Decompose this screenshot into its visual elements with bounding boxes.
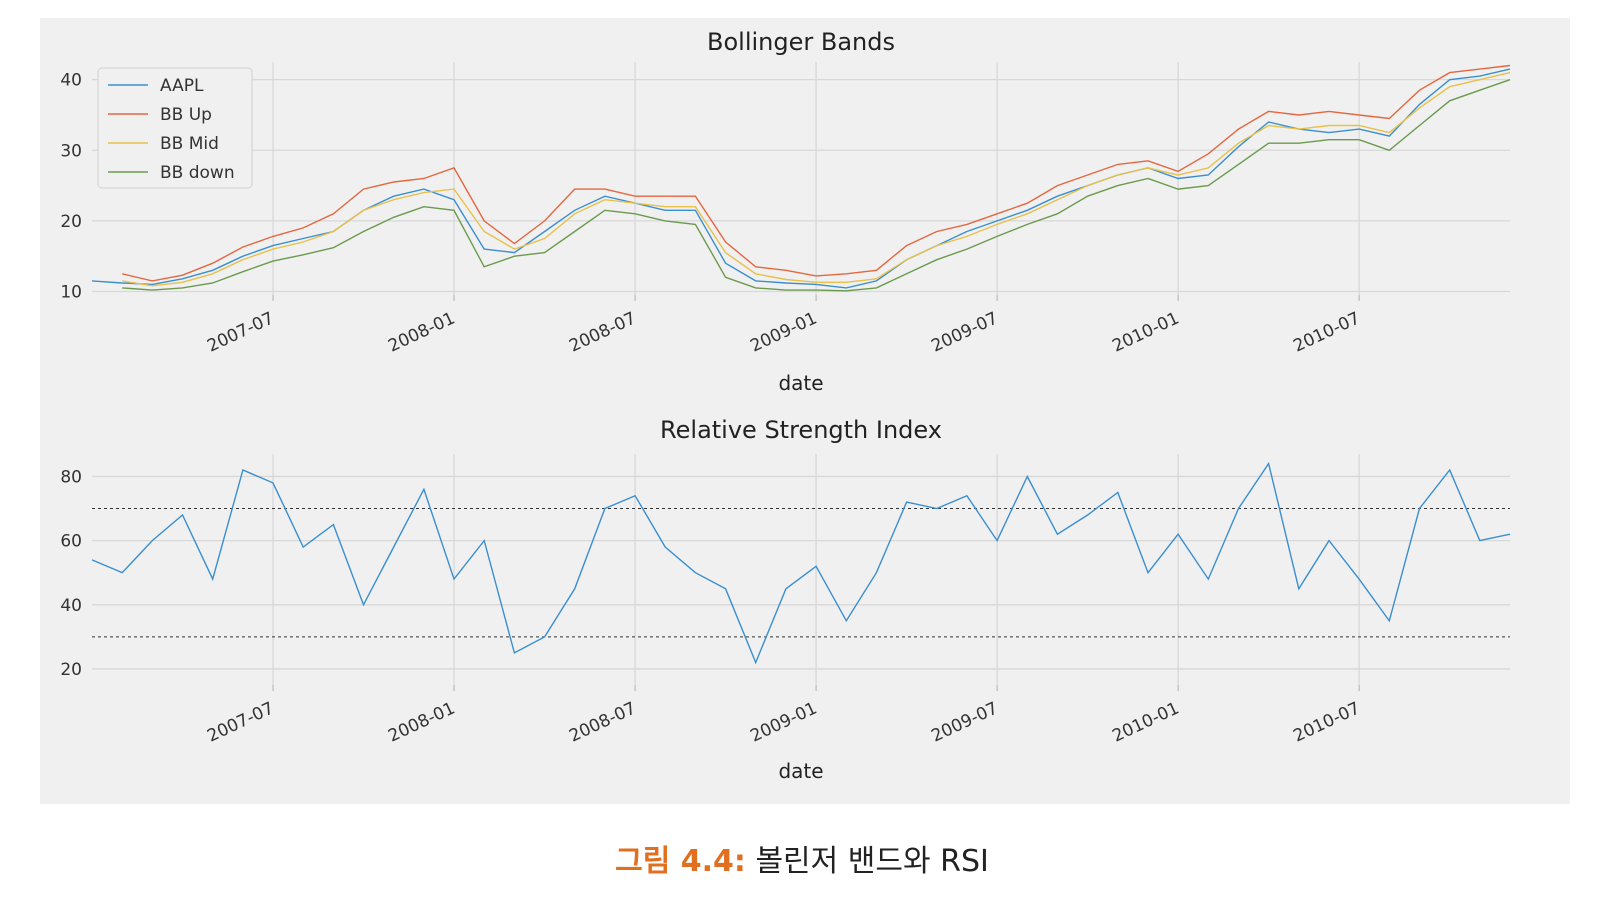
y-tick-label: 80 xyxy=(60,467,82,487)
x-tick-label: 2009-07 xyxy=(928,308,1001,356)
chart-title: Relative Strength Index xyxy=(660,416,942,444)
x-tick-label: 2008-07 xyxy=(566,698,639,746)
x-tick-label: 2008-01 xyxy=(385,698,458,746)
x-tick-label: 2009-07 xyxy=(928,698,1001,746)
legend-label: BB Mid xyxy=(160,134,219,154)
caption-label: 그림 4.4: xyxy=(615,844,746,879)
y-tick-label: 20 xyxy=(60,660,82,680)
x-tick-label: 2008-07 xyxy=(566,308,639,356)
series-line-bb-down xyxy=(122,79,1511,292)
plot-1: 2007-07 2008-01 2008-07 2009-01 2009-07 2010-… xyxy=(60,28,1511,395)
series-line-bb-up xyxy=(122,64,1511,282)
plot-2: 2007-07 2008-01 2008-07 2009-01 2009-07 2010-… xyxy=(60,416,1511,783)
x-tick-label: 2009-01 xyxy=(747,698,820,746)
legend-label: AAPL xyxy=(160,76,204,96)
x-axis-label: date xyxy=(778,371,823,395)
x-tick-label: 2010-01 xyxy=(1109,308,1182,356)
legend: AAPL BB Up BB Mid BB down xyxy=(97,67,253,189)
legend-label: BB down xyxy=(160,163,235,183)
legend-box xyxy=(97,67,253,189)
y-tick-label: 20 xyxy=(60,212,82,232)
chart-svg: 2007-07 2008-01 2008-07 2009-01 2009-07 2010-… xyxy=(60,28,1511,783)
figure-caption: 그림 4.4: 볼린저 밴드와 RSI xyxy=(0,836,1604,880)
figure-panel: 2007-07 2008-01 2008-07 2009-01 2009-07 2010-… xyxy=(40,18,1570,804)
series-line-rsi xyxy=(91,461,1511,665)
x-tick-label: 2008-01 xyxy=(385,308,458,356)
x-tick-label: 2010-01 xyxy=(1109,698,1182,746)
y-tick-label: 60 xyxy=(60,532,82,552)
caption-text: 볼린저 밴드와 RSI xyxy=(755,844,989,879)
x-tick-label: 2007-07 xyxy=(204,308,277,356)
x-tick-label: 2009-01 xyxy=(747,308,820,356)
x-tick-label: 2010-07 xyxy=(1290,698,1363,746)
y-tick-label: 30 xyxy=(60,141,82,161)
y-tick-label: 10 xyxy=(60,282,82,302)
y-tick-label: 40 xyxy=(60,596,82,616)
legend-label: BB Up xyxy=(160,105,212,125)
x-axis-label: date xyxy=(778,759,823,783)
x-tick-label: 2010-07 xyxy=(1290,308,1363,356)
x-tick-label: 2007-07 xyxy=(204,698,277,746)
y-tick-label: 40 xyxy=(60,71,82,91)
chart-title: Bollinger Bands xyxy=(707,28,895,56)
series-line-bb-mid xyxy=(122,71,1511,287)
